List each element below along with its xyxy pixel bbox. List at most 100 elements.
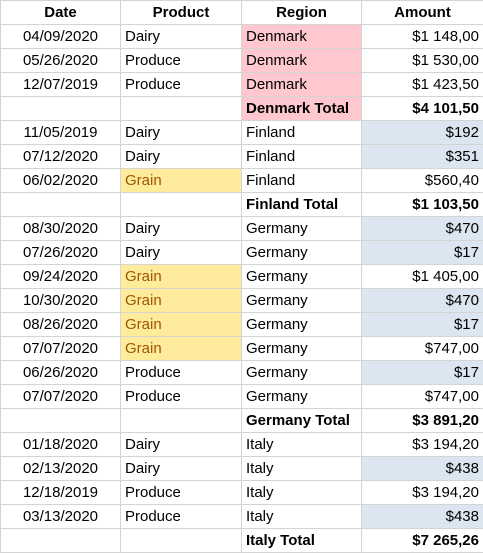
region-total-amount[interactable]: $3 891,20 bbox=[361, 408, 483, 433]
product-cell[interactable]: Dairy bbox=[120, 144, 242, 169]
product-cell[interactable]: Grain bbox=[120, 168, 242, 193]
region-cell[interactable]: Germany bbox=[241, 336, 362, 361]
table-row: 08/26/2020 Grain Germany $17 bbox=[0, 312, 483, 337]
date-cell[interactable]: 01/18/2020 bbox=[0, 432, 121, 457]
region-total-label[interactable]: Finland Total bbox=[241, 192, 362, 217]
date-cell[interactable] bbox=[0, 528, 121, 553]
table-row: 01/18/2020 Dairy Italy $3 194,20 bbox=[0, 432, 483, 457]
date-cell[interactable]: 06/02/2020 bbox=[0, 168, 121, 193]
date-cell[interactable]: 10/30/2020 bbox=[0, 288, 121, 313]
amount-cell[interactable]: $438 bbox=[361, 456, 483, 481]
date-cell[interactable]: 12/07/2019 bbox=[0, 72, 121, 97]
product-cell[interactable]: Dairy bbox=[120, 24, 242, 49]
date-cell[interactable]: 11/05/2019 bbox=[0, 120, 121, 145]
region-total-amount[interactable]: $1 103,50 bbox=[361, 192, 483, 217]
amount-cell[interactable]: $438 bbox=[361, 504, 483, 529]
region-total-label[interactable]: Denmark Total bbox=[241, 96, 362, 121]
header-product[interactable]: Product bbox=[120, 0, 242, 25]
amount-cell[interactable]: $747,00 bbox=[361, 336, 483, 361]
product-cell[interactable] bbox=[120, 96, 242, 121]
region-cell[interactable]: Finland bbox=[241, 144, 362, 169]
product-cell[interactable]: Dairy bbox=[120, 216, 242, 241]
region-cell[interactable]: Germany bbox=[241, 360, 362, 385]
amount-cell[interactable]: $17 bbox=[361, 360, 483, 385]
date-cell[interactable]: 09/24/2020 bbox=[0, 264, 121, 289]
region-cell[interactable]: Germany bbox=[241, 216, 362, 241]
date-cell[interactable]: 05/26/2020 bbox=[0, 48, 121, 73]
region-cell[interactable]: Finland bbox=[241, 120, 362, 145]
table-row: 06/02/2020 Grain Finland $560,40 bbox=[0, 168, 483, 193]
region-cell[interactable]: Italy bbox=[241, 504, 362, 529]
region-cell[interactable]: Italy bbox=[241, 432, 362, 457]
product-cell[interactable] bbox=[120, 192, 242, 217]
date-cell[interactable]: 04/09/2020 bbox=[0, 24, 121, 49]
product-cell[interactable]: Produce bbox=[120, 360, 242, 385]
region-cell[interactable]: Germany bbox=[241, 264, 362, 289]
product-cell[interactable] bbox=[120, 408, 242, 433]
product-cell[interactable]: Produce bbox=[120, 72, 242, 97]
product-cell[interactable]: Grain bbox=[120, 312, 242, 337]
product-cell[interactable]: Grain bbox=[120, 288, 242, 313]
product-cell[interactable]: Grain bbox=[120, 264, 242, 289]
date-cell[interactable]: 08/26/2020 bbox=[0, 312, 121, 337]
product-cell[interactable]: Produce bbox=[120, 384, 242, 409]
table-row: 07/07/2020 Grain Germany $747,00 bbox=[0, 336, 483, 361]
region-total-amount[interactable]: $4 101,50 bbox=[361, 96, 483, 121]
product-cell[interactable] bbox=[120, 528, 242, 553]
region-cell[interactable]: Finland bbox=[241, 168, 362, 193]
product-cell[interactable]: Dairy bbox=[120, 120, 242, 145]
amount-cell[interactable]: $17 bbox=[361, 312, 483, 337]
product-cell[interactable]: Dairy bbox=[120, 240, 242, 265]
region-cell[interactable]: Denmark bbox=[241, 72, 362, 97]
date-cell[interactable]: 07/07/2020 bbox=[0, 336, 121, 361]
date-cell[interactable]: 06/26/2020 bbox=[0, 360, 121, 385]
subtotal-row: Finland Total $1 103,50 bbox=[0, 192, 483, 217]
region-total-label[interactable]: Italy Total bbox=[241, 528, 362, 553]
amount-cell[interactable]: $1 423,50 bbox=[361, 72, 483, 97]
amount-cell[interactable]: $17 bbox=[361, 240, 483, 265]
amount-cell[interactable]: $1 530,00 bbox=[361, 48, 483, 73]
date-cell[interactable] bbox=[0, 96, 121, 121]
product-cell[interactable]: Produce bbox=[120, 480, 242, 505]
date-cell[interactable]: 07/12/2020 bbox=[0, 144, 121, 169]
region-total-amount[interactable]: $7 265,26 bbox=[361, 528, 483, 553]
amount-cell[interactable]: $3 194,20 bbox=[361, 432, 483, 457]
product-cell[interactable]: Dairy bbox=[120, 456, 242, 481]
product-cell[interactable]: Produce bbox=[120, 504, 242, 529]
header-date[interactable]: Date bbox=[0, 0, 121, 25]
region-cell[interactable]: Germany bbox=[241, 312, 362, 337]
product-cell[interactable]: Produce bbox=[120, 48, 242, 73]
region-cell[interactable]: Denmark bbox=[241, 24, 362, 49]
amount-cell[interactable]: $1 148,00 bbox=[361, 24, 483, 49]
product-cell[interactable]: Grain bbox=[120, 336, 242, 361]
table-row: 10/30/2020 Grain Germany $470 bbox=[0, 288, 483, 313]
date-cell[interactable]: 03/13/2020 bbox=[0, 504, 121, 529]
date-cell[interactable] bbox=[0, 408, 121, 433]
product-cell[interactable]: Dairy bbox=[120, 432, 242, 457]
date-cell[interactable]: 02/13/2020 bbox=[0, 456, 121, 481]
region-cell[interactable]: Germany bbox=[241, 240, 362, 265]
date-cell[interactable]: 12/18/2019 bbox=[0, 480, 121, 505]
region-cell[interactable]: Germany bbox=[241, 384, 362, 409]
date-cell[interactable]: 07/07/2020 bbox=[0, 384, 121, 409]
amount-cell[interactable]: $351 bbox=[361, 144, 483, 169]
region-cell[interactable]: Italy bbox=[241, 480, 362, 505]
amount-cell[interactable]: $1 405,00 bbox=[361, 264, 483, 289]
amount-cell[interactable]: $3 194,20 bbox=[361, 480, 483, 505]
header-region[interactable]: Region bbox=[241, 0, 362, 25]
region-cell[interactable]: Germany bbox=[241, 288, 362, 313]
region-total-label[interactable]: Germany Total bbox=[241, 408, 362, 433]
date-cell[interactable] bbox=[0, 192, 121, 217]
amount-cell[interactable]: $470 bbox=[361, 288, 483, 313]
amount-cell[interactable]: $560,40 bbox=[361, 168, 483, 193]
header-amount[interactable]: Amount bbox=[361, 0, 483, 25]
date-cell[interactable]: 08/30/2020 bbox=[0, 216, 121, 241]
table-row: 03/13/2020 Produce Italy $438 bbox=[0, 504, 483, 529]
amount-cell[interactable]: $470 bbox=[361, 216, 483, 241]
amount-cell[interactable]: $192 bbox=[361, 120, 483, 145]
amount-cell[interactable]: $747,00 bbox=[361, 384, 483, 409]
region-cell[interactable]: Italy bbox=[241, 456, 362, 481]
region-cell[interactable]: Denmark bbox=[241, 48, 362, 73]
date-cell[interactable]: 07/26/2020 bbox=[0, 240, 121, 265]
